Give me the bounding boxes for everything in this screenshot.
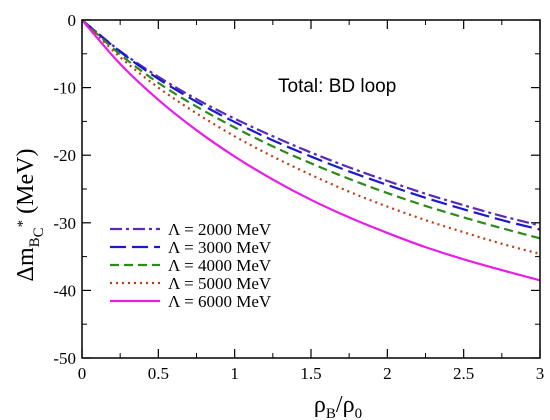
series-layer <box>81 19 541 282</box>
y-tick-label: 0 <box>68 11 77 30</box>
series-line-1 <box>81 19 541 227</box>
x-tick-label: 0 <box>78 364 87 383</box>
y-axis-label: ΔmBC* (MeV) <box>13 149 47 282</box>
x-tick-label: 2.5 <box>453 364 474 383</box>
ticks-layer: 0 0.5 1 1.5 2 2.5 3 0 -10 -20 -30 -40 -50 <box>53 11 544 383</box>
series-line-4 <box>81 19 541 255</box>
y-tick-label: -20 <box>53 146 76 165</box>
legend-label-5: Λ = 6000 MeV <box>168 292 272 311</box>
plot-frame <box>81 19 541 359</box>
y-tick-label: -10 <box>53 79 76 98</box>
annotation: Total: BD loop <box>278 76 396 97</box>
x-tick-label: 2 <box>383 364 392 383</box>
x-tick-label: 1 <box>230 364 239 383</box>
y-tick-label: -50 <box>53 349 76 368</box>
x-tick-label: 0.5 <box>148 364 169 383</box>
y-tick-label: -40 <box>53 281 76 300</box>
x-axis-label: ρB/ρ0 <box>314 392 362 420</box>
legend-label-2: Λ = 3000 MeV <box>168 238 272 257</box>
series-line-3 <box>81 19 541 240</box>
x-tick-label: 1.5 <box>300 364 321 383</box>
series-line-2 <box>81 19 541 231</box>
series-line-5 <box>81 19 541 282</box>
legend-label-3: Λ = 4000 MeV <box>168 256 272 275</box>
legend-label-1: Λ = 2000 MeV <box>168 220 272 239</box>
x-tick-label: 3 <box>536 364 545 383</box>
legend-label-4: Λ = 5000 MeV <box>168 274 272 293</box>
y-tick-label: -30 <box>53 214 76 233</box>
